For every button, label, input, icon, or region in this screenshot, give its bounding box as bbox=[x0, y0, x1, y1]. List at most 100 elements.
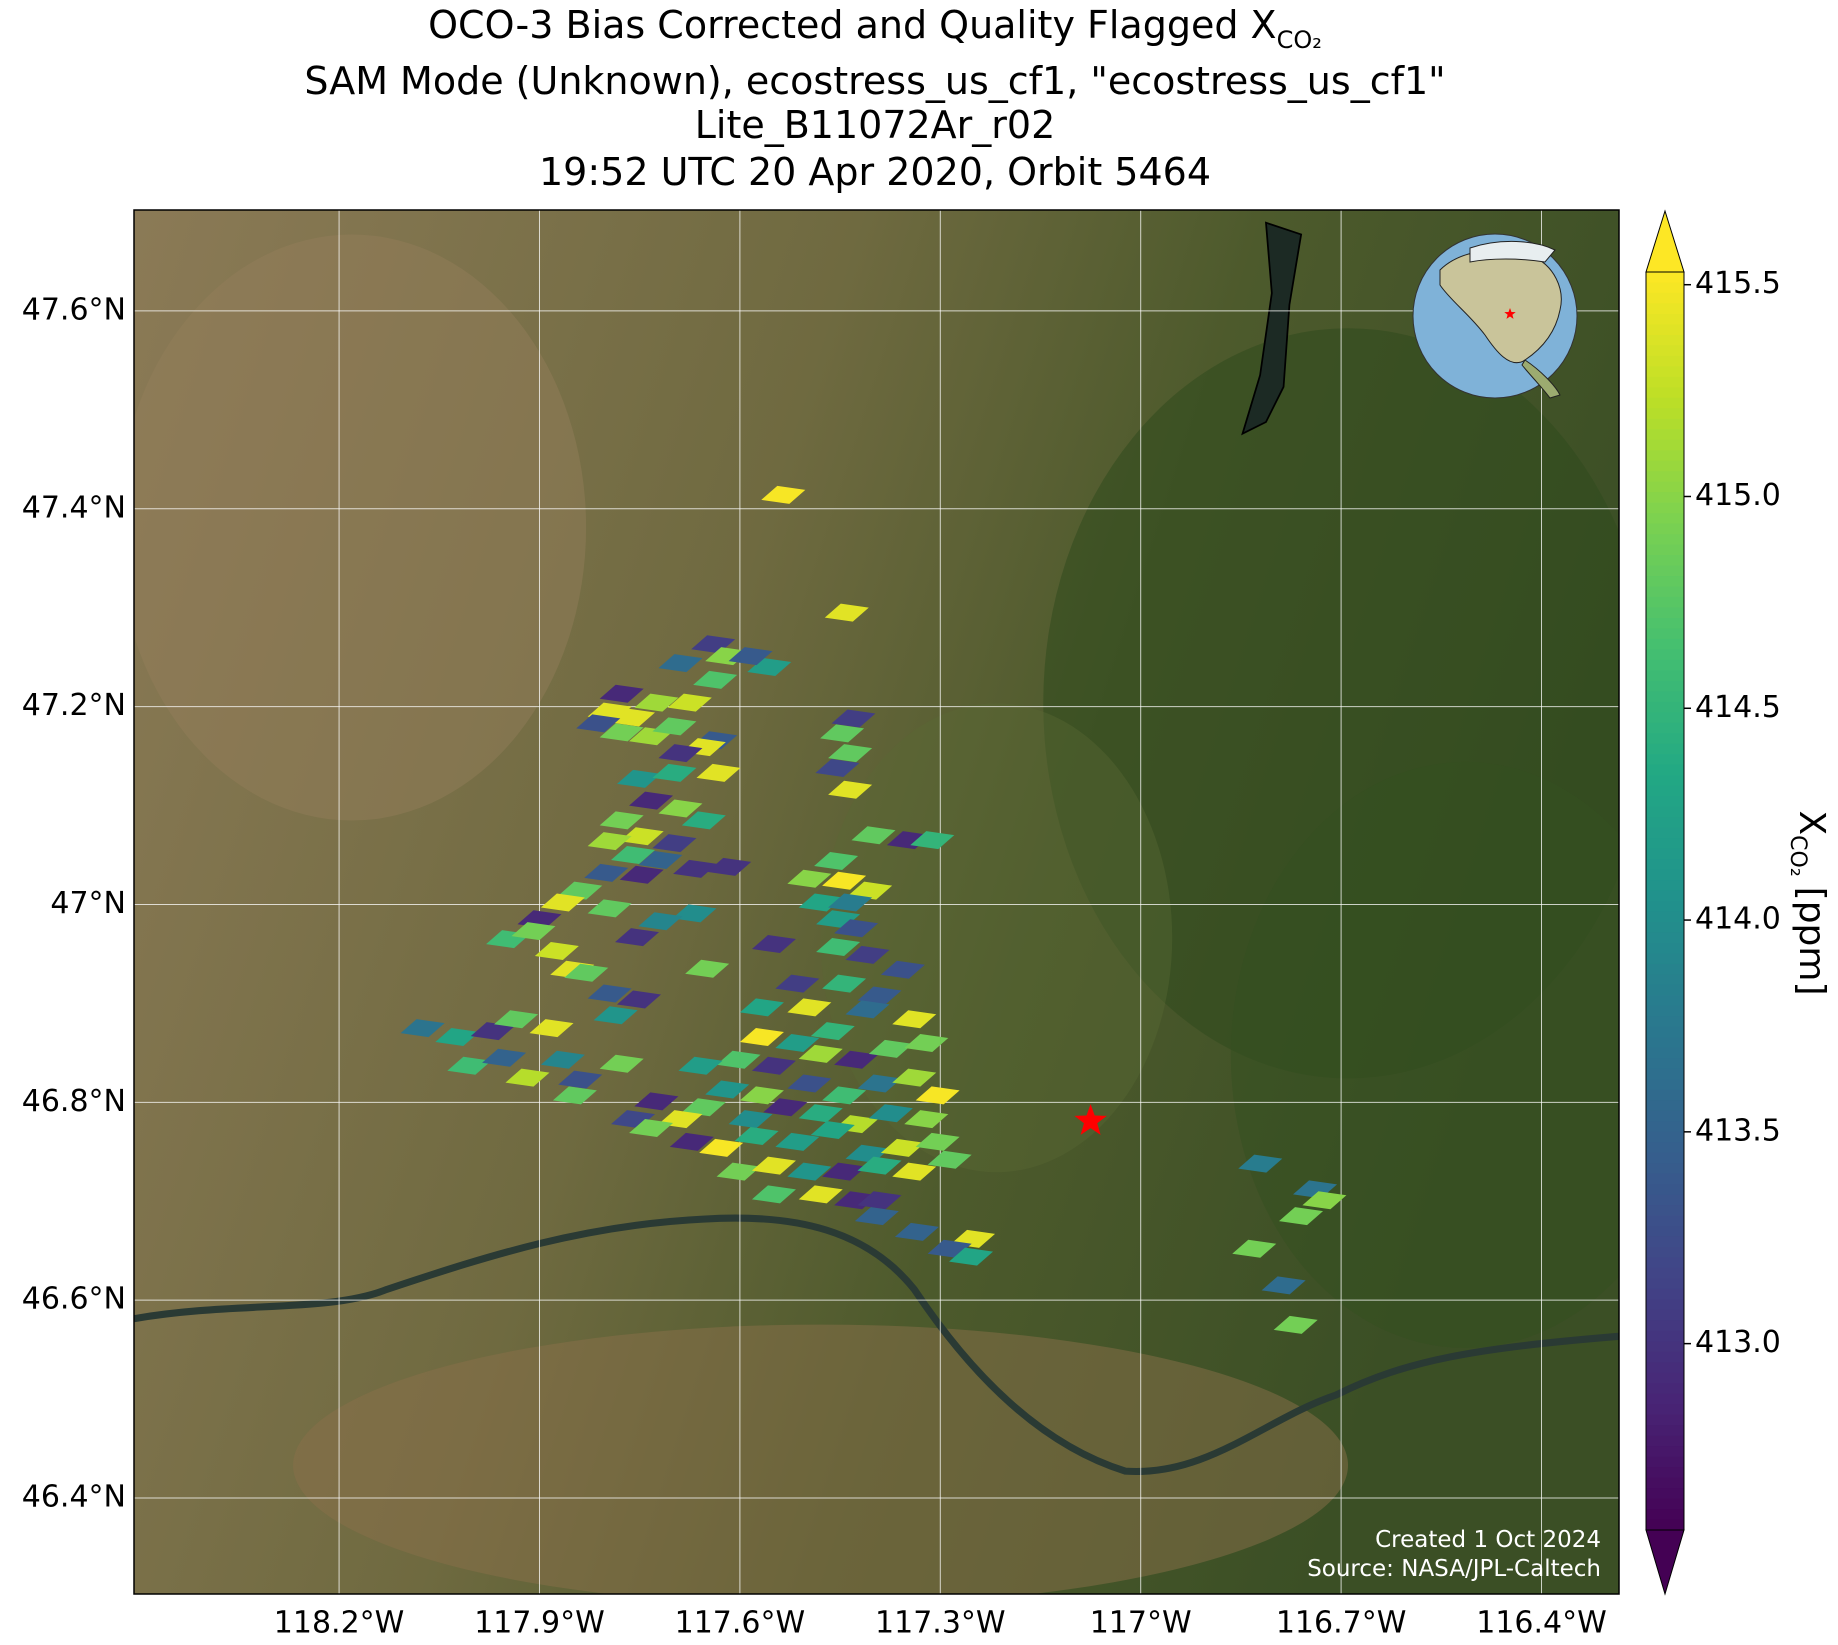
footprint bbox=[435, 1028, 480, 1047]
footprint bbox=[669, 1132, 714, 1151]
footprint bbox=[638, 912, 683, 931]
footprint bbox=[681, 1098, 726, 1117]
footprint bbox=[775, 974, 820, 993]
colorbar-segment bbox=[1646, 1393, 1684, 1405]
colorbar-segment bbox=[1646, 1267, 1684, 1279]
colorbar-segment bbox=[1646, 397, 1684, 409]
footprint bbox=[1238, 1154, 1283, 1173]
colorbar-segment bbox=[1646, 596, 1684, 609]
colorbar-segment bbox=[1646, 292, 1684, 305]
footprint bbox=[751, 1156, 796, 1175]
colorbar-segment bbox=[1646, 439, 1684, 451]
footprint bbox=[1232, 1239, 1277, 1258]
y-tick-label: 47.2°N bbox=[22, 688, 126, 723]
footprint bbox=[828, 893, 873, 912]
colorbar-segment bbox=[1646, 1257, 1684, 1269]
colorbar-extend-max bbox=[1645, 209, 1685, 273]
colorbar-segment bbox=[1646, 995, 1684, 1007]
footprint bbox=[787, 998, 832, 1017]
colorbar-segment bbox=[1646, 1089, 1684, 1101]
footprint bbox=[892, 1162, 937, 1181]
footprint bbox=[685, 959, 730, 978]
colorbar-segment bbox=[1646, 1173, 1684, 1185]
colorbar-segment bbox=[1646, 806, 1684, 818]
footprint bbox=[558, 881, 603, 900]
colorbar-segment bbox=[1646, 953, 1684, 965]
footprint bbox=[1273, 1315, 1318, 1334]
colorbar-label-subscript: CO₂ bbox=[1785, 835, 1810, 877]
footprint bbox=[824, 603, 869, 622]
colorbar-tick-label: 413.5 bbox=[1695, 1113, 1781, 1148]
footprint bbox=[857, 1156, 902, 1175]
colorbar-segment bbox=[1646, 1152, 1684, 1164]
colorbar-segment bbox=[1646, 701, 1684, 713]
subtitle: Lite_B11072Ar_r02 bbox=[695, 103, 1056, 147]
footprint bbox=[673, 859, 718, 878]
colorbar-segment bbox=[1646, 1079, 1684, 1091]
footprint bbox=[739, 1028, 784, 1047]
colorbar-segment bbox=[1646, 984, 1684, 996]
footprint bbox=[599, 723, 644, 742]
colorbar-segment bbox=[1646, 303, 1684, 315]
footprint bbox=[949, 1247, 994, 1266]
colorbar-segment bbox=[1646, 1194, 1684, 1206]
globe-land bbox=[1521, 359, 1561, 399]
footprint bbox=[564, 963, 609, 982]
footprint bbox=[593, 1006, 638, 1025]
colorbar-segment bbox=[1646, 1068, 1684, 1080]
footprint bbox=[798, 1185, 843, 1204]
colorbar-segment bbox=[1646, 555, 1684, 567]
colorbar-segment bbox=[1646, 785, 1684, 797]
footprint bbox=[619, 827, 664, 846]
footprint bbox=[615, 928, 660, 947]
y-tick-label: 47.6°N bbox=[22, 292, 126, 327]
footprint bbox=[611, 708, 656, 727]
colorbar-segment bbox=[1646, 607, 1684, 619]
colorbar-segment bbox=[1646, 659, 1684, 671]
footprint bbox=[868, 1039, 913, 1058]
x-tick-label: 116.7°W bbox=[1276, 1606, 1407, 1641]
colorbar-segment bbox=[1646, 1005, 1684, 1017]
footprint bbox=[705, 1080, 750, 1099]
footprint bbox=[1261, 1276, 1306, 1295]
title-block: OCO-3 Bias Corrected and Quality Flagged… bbox=[304, 3, 1445, 194]
footprint bbox=[857, 1074, 902, 1093]
footprint bbox=[851, 826, 896, 845]
colorbar-segment bbox=[1646, 1110, 1684, 1122]
x-tick-label: 116.4°W bbox=[1476, 1606, 1607, 1641]
colorbar-segment bbox=[1646, 1425, 1684, 1437]
colorbar-segment bbox=[1646, 544, 1684, 556]
colorbar-segment bbox=[1646, 890, 1684, 902]
footprint bbox=[857, 986, 902, 1005]
colorbar-label: XCO₂ [ppm] bbox=[1785, 810, 1832, 995]
footprint bbox=[915, 1086, 960, 1105]
colorbar-segment bbox=[1646, 387, 1684, 399]
colorbar-segment bbox=[1646, 901, 1684, 913]
colorbar-segment bbox=[1646, 1509, 1684, 1521]
colorbar-segment bbox=[1646, 1320, 1684, 1332]
colorbar-segment bbox=[1646, 576, 1684, 588]
footprint bbox=[599, 811, 644, 830]
footprint bbox=[820, 724, 865, 743]
colorbar-segment bbox=[1646, 1488, 1684, 1500]
colorbar-segment bbox=[1646, 921, 1684, 934]
footprint bbox=[529, 1019, 574, 1038]
colorbar-segment bbox=[1646, 733, 1684, 745]
colorbar-segment bbox=[1646, 1414, 1684, 1426]
footprint bbox=[845, 1000, 890, 1019]
footprint bbox=[787, 1162, 832, 1181]
y-tick-label: 47.4°N bbox=[22, 490, 126, 525]
footprint bbox=[576, 714, 621, 733]
colorbar-segment bbox=[1646, 848, 1684, 860]
footprint bbox=[822, 1086, 867, 1105]
globe-target bbox=[1504, 308, 1516, 319]
footprint bbox=[915, 1132, 960, 1151]
footprint bbox=[681, 811, 726, 830]
footprint bbox=[822, 1162, 867, 1181]
colorbar-segment bbox=[1646, 743, 1684, 755]
colorbar-segment bbox=[1646, 366, 1684, 378]
footprint bbox=[814, 851, 859, 870]
footprint bbox=[494, 1010, 539, 1029]
footprint bbox=[617, 990, 662, 1009]
colorbar-segment bbox=[1646, 1341, 1684, 1353]
